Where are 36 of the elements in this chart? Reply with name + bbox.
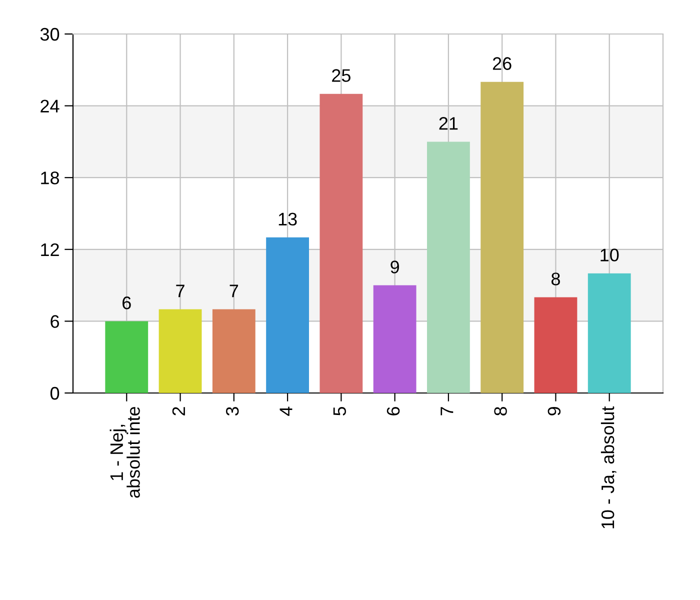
x-tick-label: 5 (333, 406, 346, 416)
x-tick-label: 4 (280, 406, 292, 416)
bar (158, 309, 202, 393)
data-label: 25 (332, 69, 350, 82)
x-tick-label: 6 (386, 406, 400, 416)
bar (480, 82, 524, 393)
data-label: 26 (492, 57, 512, 70)
bar (266, 237, 309, 393)
data-label: 21 (439, 117, 458, 130)
y-tick-label: 12 (41, 243, 59, 256)
x-tick-label: 7 (440, 407, 454, 416)
x-tick-label: 10 - Ja, absolut (600, 406, 616, 528)
bar (588, 273, 631, 393)
data-label: 6 (122, 296, 131, 310)
x-tick-label: 3 (226, 406, 239, 416)
data-label: 8 (551, 272, 560, 286)
bar (212, 309, 256, 393)
bar (373, 285, 416, 393)
bar (534, 297, 578, 393)
y-tick-label: 18 (41, 172, 60, 184)
data-label: 7 (176, 284, 184, 298)
bar (320, 94, 363, 393)
y-tick-label: 0 (50, 386, 60, 400)
bar (105, 321, 148, 393)
x-tick-label: 1 - Nej, absolut inte (110, 406, 140, 498)
x-tick-label: 8 (494, 406, 507, 416)
data-label: 7 (230, 284, 238, 298)
x-tick-label: 9 (548, 407, 561, 416)
data-label: 9 (390, 260, 399, 274)
y-tick-label: 24 (40, 100, 60, 112)
y-tick-label: 30 (40, 28, 60, 41)
data-label: 10 (600, 248, 619, 262)
y-tick-label: 6 (50, 315, 60, 328)
x-tick-label: 2 (172, 407, 185, 416)
bar (427, 142, 470, 393)
data-label: 13 (278, 212, 297, 226)
